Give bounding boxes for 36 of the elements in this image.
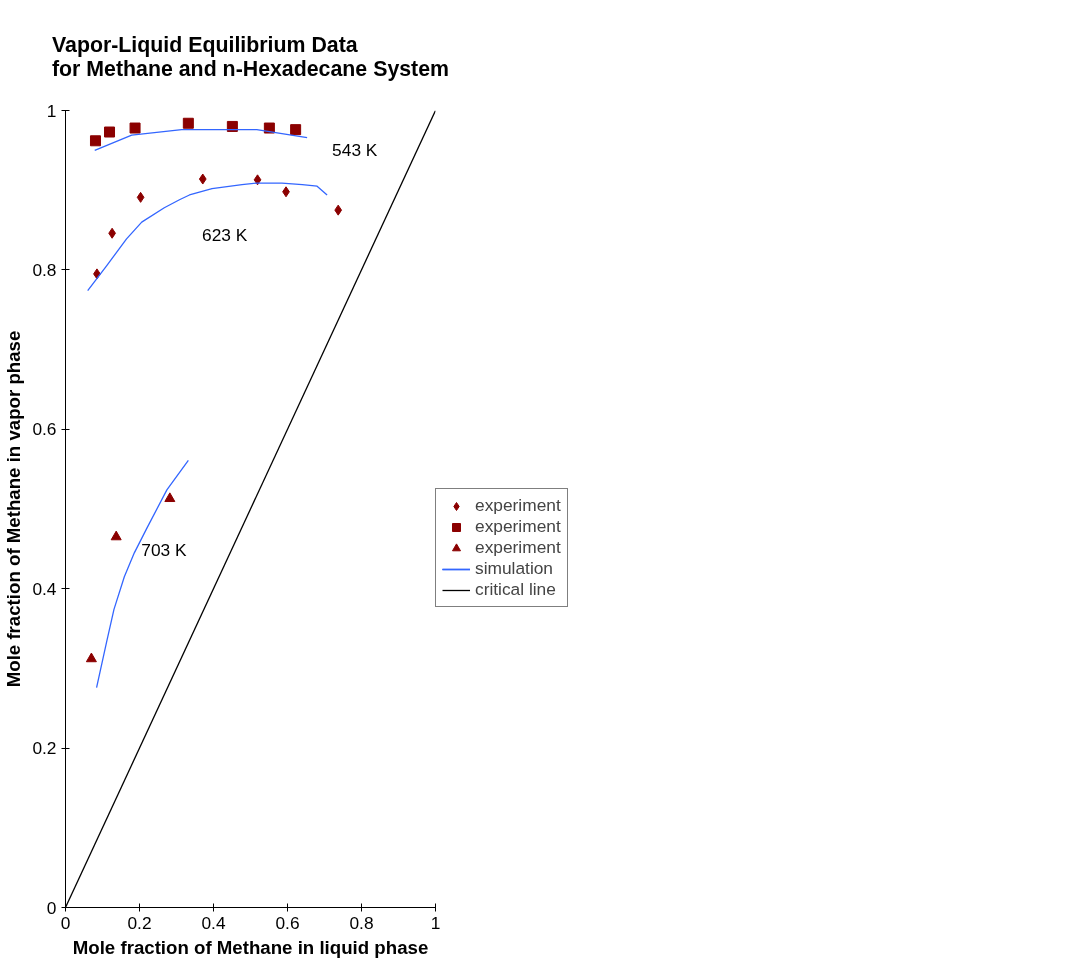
- legend-label: experiment: [475, 537, 561, 558]
- chart-title: Vapor-Liquid Equilibrium Data for Methane and n-Hexadecane System: [51, 32, 450, 81]
- point: [104, 126, 116, 138]
- point: [226, 120, 238, 132]
- x-tick-label: 0.8: [349, 912, 374, 933]
- annotation: 703 K: [141, 540, 188, 561]
- annotation: 543 K: [332, 139, 378, 160]
- legend-label: experiment: [475, 516, 561, 537]
- y-tick-label: 0.8: [32, 259, 57, 280]
- y-tick-label: 0.2: [32, 738, 57, 759]
- x-tick-label: 0.2: [127, 912, 152, 933]
- y-tick-label: 0: [46, 897, 57, 918]
- point: [136, 191, 145, 203]
- x-axis-title: Mole fraction of Methane in liquid phase: [72, 936, 429, 958]
- x-tick-label: 0.4: [201, 912, 226, 933]
- line-series: [95, 459, 189, 689]
- x-tick-label: 0: [60, 912, 71, 933]
- y-tick-label: 0.4: [32, 578, 57, 599]
- point: [334, 204, 343, 216]
- legend-label: experiment: [475, 495, 561, 516]
- point: [198, 173, 207, 185]
- legend-label: critical line: [475, 579, 556, 600]
- point: [85, 652, 97, 663]
- point: [129, 122, 141, 134]
- y-tick-label: 0.6: [32, 419, 57, 440]
- annotation: 623 K: [202, 224, 248, 245]
- y-axis-title: Mole fraction of Methane in vapor phase: [3, 330, 25, 688]
- point: [89, 135, 101, 147]
- legend-label: simulation: [475, 558, 554, 579]
- point: [182, 117, 194, 129]
- x-tick-label: 1: [430, 912, 441, 933]
- point: [164, 492, 176, 503]
- point: [290, 124, 302, 136]
- y-tick-label: 1: [46, 100, 57, 121]
- x-tick-label: 0.6: [275, 912, 300, 933]
- point: [110, 530, 122, 541]
